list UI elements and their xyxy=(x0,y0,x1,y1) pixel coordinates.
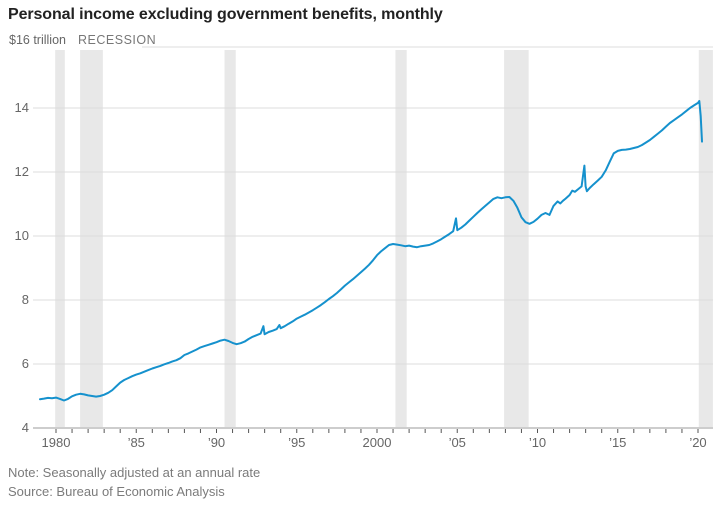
recession-band xyxy=(80,50,103,427)
x-tick-label: ’85 xyxy=(128,435,145,450)
y-tick-label: 12 xyxy=(15,164,29,179)
x-tick-label: 2000 xyxy=(363,435,392,450)
x-tick-label: ’20 xyxy=(689,435,706,450)
recession-band xyxy=(224,50,236,427)
chart-source: Source: Bureau of Economic Analysis xyxy=(8,484,225,499)
y-tick-label: 4 xyxy=(22,420,29,435)
y-tick-label: 14 xyxy=(15,100,29,115)
recession-band xyxy=(504,50,529,427)
x-tick-label: ’10 xyxy=(529,435,546,450)
x-tick-label: ’90 xyxy=(208,435,225,450)
recession-band xyxy=(55,50,65,427)
income-line xyxy=(39,100,703,402)
y-tick-label: 8 xyxy=(22,292,29,307)
x-tick-label: ’05 xyxy=(449,435,466,450)
y-tick-label: 10 xyxy=(15,228,29,243)
recession-band xyxy=(698,50,713,427)
chart-note: Note: Seasonally adjusted at an annual r… xyxy=(8,465,261,480)
x-tick-label: ’95 xyxy=(288,435,305,450)
unit-label: $16 trillion xyxy=(9,33,66,47)
chart-title: Personal income excluding government ben… xyxy=(8,6,443,23)
y-tick-label: 6 xyxy=(22,356,29,371)
recession-band xyxy=(395,50,407,427)
x-tick-label: 1980 xyxy=(42,435,71,450)
x-tick-label: ’15 xyxy=(609,435,626,450)
recession-label: RECESSION xyxy=(78,33,156,47)
